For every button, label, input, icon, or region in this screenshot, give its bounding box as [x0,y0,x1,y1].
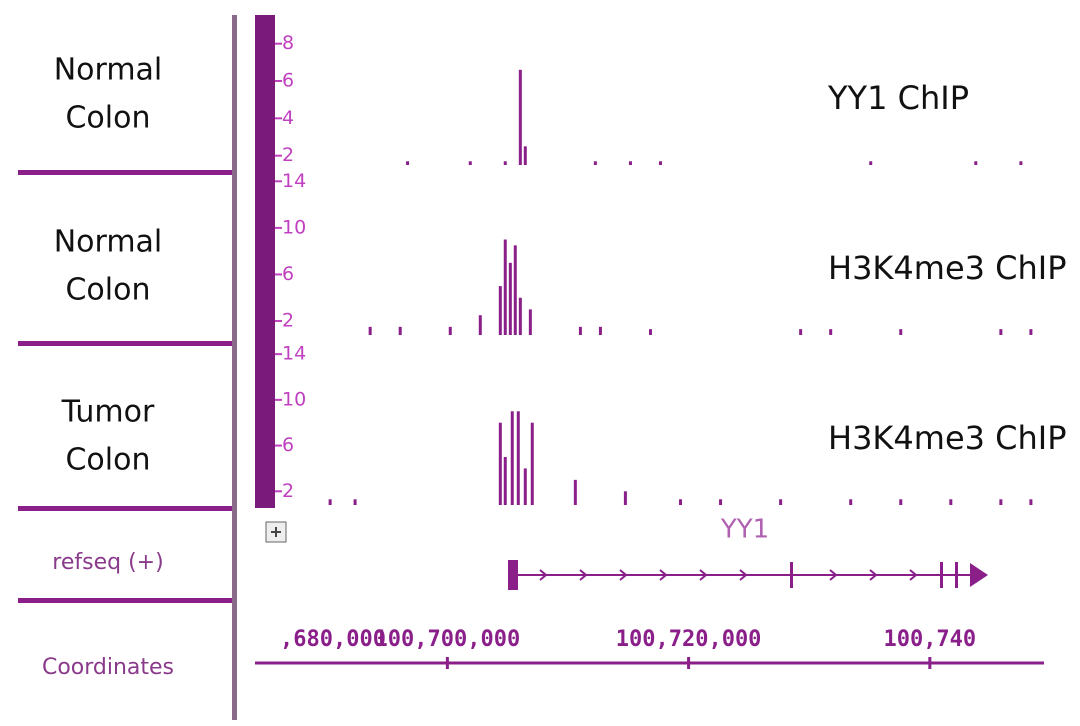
track-label: refseq (+) [52,550,163,575]
signal-bar [508,262,512,335]
x-tick-label: 100,700,000 [375,627,521,652]
expand-icon-plus [271,527,281,537]
track-title: H3K4me3 ChIP [828,249,1067,287]
signal-bar [468,161,472,165]
signal-bar [368,326,372,335]
signal-bar [719,499,723,505]
gene-model [508,560,988,590]
signal-bar [869,161,873,165]
track-title: H3K4me3 ChIP [828,419,1067,457]
signal-bar [628,161,632,165]
signal-bar [518,297,522,335]
track-label: Coordinates [42,655,174,680]
signal-bar [510,411,514,505]
signal-bar [799,329,803,335]
y-tick-label: 2 [282,480,294,502]
signal-bar [503,239,507,335]
signal-bar [503,457,507,505]
signal-bar [573,479,577,505]
y-tick-label: 2 [282,144,294,166]
label-divider [232,15,237,720]
signal-bar [498,286,502,335]
signal-bar [849,499,853,505]
signal-bar [779,499,783,505]
signal-bar [999,329,1003,335]
signal-bar [899,329,903,335]
separator [18,341,232,346]
gene-name: YY1 [720,515,769,545]
separator [18,506,232,511]
signal-bar [478,315,482,335]
signal-bar [829,329,833,335]
track-title: YY1 ChIP [827,79,969,117]
y-tick-label: 4 [282,107,294,129]
signal-bar [523,468,527,505]
signal-bar [999,499,1003,505]
track-label: Tumor [61,395,155,430]
signal-bar [448,326,452,335]
x-tick-label: ,680,000 [280,627,386,652]
track-label: Colon [65,273,150,308]
signal-bar [1029,329,1033,335]
track-label: Normal [54,53,163,88]
signal-bar [406,161,410,165]
y-tick-label: 2 [282,310,294,332]
y-tick-label: 6 [282,434,294,456]
signal-bar [1029,499,1033,505]
y-tick-label: 8 [282,32,294,54]
signal-bar [679,499,683,505]
signal-bar [523,146,527,165]
y-tick-label: 6 [282,70,294,92]
signal-bar [598,326,602,335]
separator [18,170,232,175]
signal-bar [398,326,402,335]
signal-bar [648,329,652,335]
signal-bar [1019,161,1023,165]
signal-bar [530,422,534,505]
signal-bar [623,491,627,505]
track-bar [255,15,275,508]
signal-bar [528,309,532,335]
signal-bar [353,499,357,505]
signal-bar [498,422,502,505]
signal-bar [513,245,517,335]
signal-bar [949,499,953,505]
signal-bar [518,69,522,165]
y-tick-label: 14 [282,170,306,192]
x-tick-label: 100,740 [883,627,976,652]
separator [18,598,232,603]
x-tick-label: 100,720,000 [616,627,762,652]
signal-bar [899,499,903,505]
track-label: Normal [54,225,163,260]
signal-bar [578,326,582,335]
signal-bar [516,411,520,505]
signal-bar [328,499,332,505]
track-label: Colon [65,101,150,136]
y-tick-label: 10 [282,388,306,410]
y-tick-label: 10 [282,216,306,238]
y-tick-label: 6 [282,263,294,285]
y-tick-label: 14 [282,343,306,365]
signal-bar [658,161,662,165]
signal-bar [593,161,597,165]
signal-bar [503,161,507,165]
track-label: Colon [65,443,150,478]
signal-bar [974,161,978,165]
